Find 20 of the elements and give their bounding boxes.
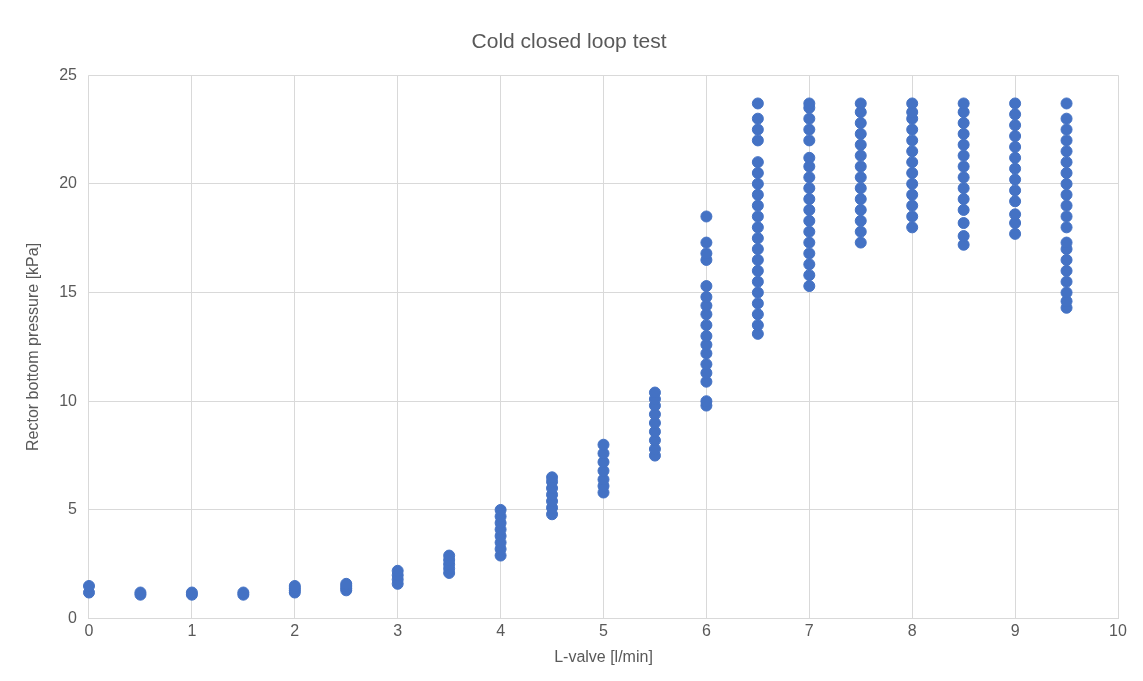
x-axis-title: L-valve [l/min] (554, 647, 653, 665)
y-tick-label: 25 (59, 65, 78, 83)
x-tick-label: 6 (701, 621, 711, 639)
x-tick-label: 7 (804, 621, 814, 639)
y-tick-label: 20 (59, 174, 78, 192)
y-tick-label: 5 (68, 500, 78, 518)
x-tick-label: 4 (496, 621, 506, 639)
y-tick-label: 0 (68, 609, 78, 627)
x-tick-label: 5 (599, 621, 609, 639)
y-tick-label: 15 (59, 282, 78, 300)
x-tick-label: 10 (1109, 621, 1127, 639)
y-axis-title: Rector bottom pressure [kPa] (24, 242, 42, 451)
x-tick-label: 8 (907, 621, 917, 639)
chart-title: Cold closed loop test (471, 29, 667, 53)
x-tick-label: 9 (1010, 621, 1020, 639)
x-tick-label: 1 (187, 621, 197, 639)
y-tick-label: 10 (59, 391, 78, 409)
x-tick-label: 2 (290, 621, 300, 639)
x-tick-label: 0 (84, 621, 94, 639)
x-tick-label: 3 (393, 621, 403, 639)
